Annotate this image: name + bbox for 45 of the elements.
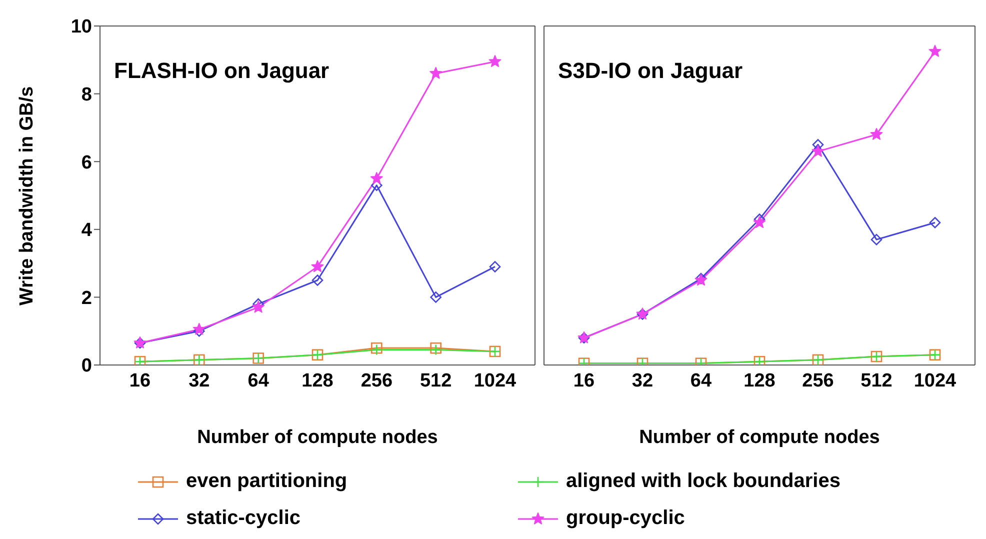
x-tick-label: 32 (188, 370, 210, 392)
x-axis-title: Number of compute nodes (197, 427, 438, 448)
point (192, 322, 206, 335)
point (430, 66, 442, 79)
y-tick-label: 2 (81, 288, 92, 309)
point (928, 44, 942, 57)
legend-label: static-cyclic (186, 507, 301, 530)
x-tick-label: 512 (860, 370, 892, 392)
point (311, 260, 324, 272)
y-tick-label: 4 (81, 220, 92, 242)
legend-label: group-cyclic (566, 507, 685, 530)
x-tick-label: 256 (802, 370, 834, 392)
point (370, 172, 383, 184)
x-tick-label: 64 (690, 370, 712, 392)
x-tick-label: 1024 (914, 370, 957, 392)
x-tick-label: 32 (632, 370, 654, 392)
point (489, 261, 501, 272)
x-tick-label: 512 (420, 370, 452, 392)
x-tick-label: 1024 (474, 370, 517, 392)
point (812, 144, 824, 157)
point (252, 300, 265, 313)
point (753, 216, 766, 228)
point (870, 128, 883, 140)
x-tick-label: 256 (360, 370, 393, 392)
x-tick-label: 16 (573, 370, 595, 392)
y-tick-label: 8 (81, 84, 92, 106)
text: S3D-IO on Jaguar (558, 58, 743, 84)
point (812, 139, 824, 150)
x-tick-label: 16 (129, 370, 151, 392)
x-tick-label: 128 (744, 370, 776, 392)
y-tick-label: 0 (81, 356, 92, 377)
point (312, 274, 324, 286)
point (929, 216, 941, 228)
legend-label: aligned with lock boundaries (566, 470, 840, 493)
x-axis-title: Number of compute nodes (639, 427, 880, 448)
y-tick-label: 10 (70, 16, 92, 38)
x-tick-label: 128 (302, 370, 334, 392)
legend-label: even partitioning (186, 470, 348, 493)
point (870, 234, 882, 246)
text: FLASH-IO on Jaguar (114, 58, 330, 84)
point (488, 55, 502, 67)
x-tick-label: 64 (248, 370, 270, 392)
y-tick-label: 6 (81, 152, 92, 174)
point (430, 292, 442, 303)
y-axis-title: Write bandwidth in GB/s (16, 86, 38, 306)
